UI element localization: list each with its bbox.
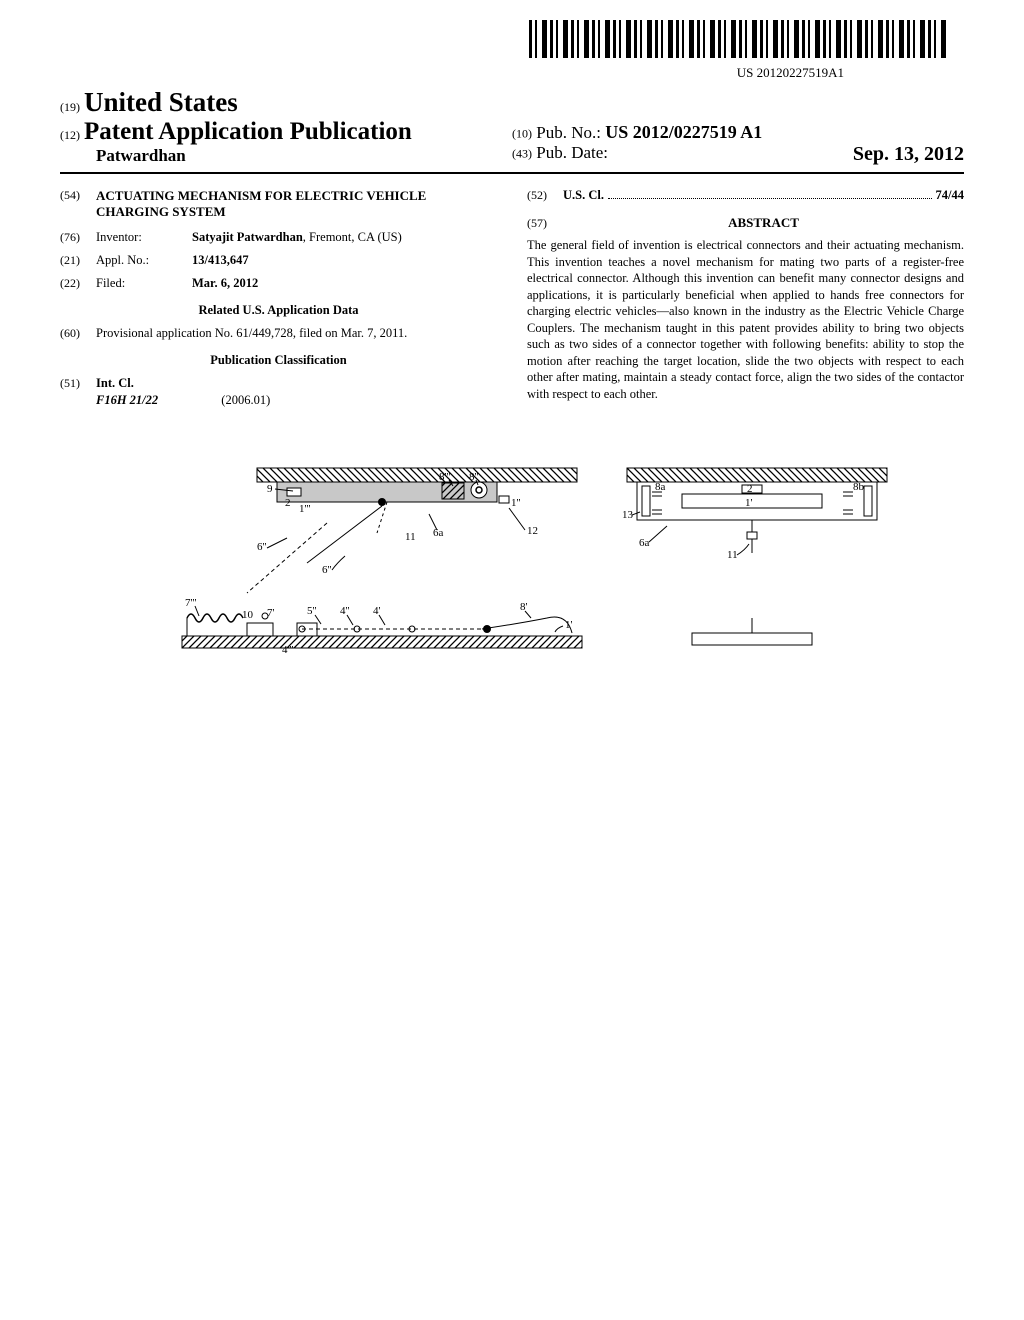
provisional-text: Provisional application No. 61/449,728, … [96,326,497,341]
intcl-label: Int. Cl. [96,376,497,391]
barcode-region: US 20120227519A1 [60,20,964,81]
bibliographic-columns: (54) ACTUATING MECHANISM FOR ELECTRIC VE… [60,188,964,418]
fig-label: 1' [745,497,753,509]
inventor-row: (76) Inventor: Satyajit Patwardhan, Frem… [60,230,497,245]
code-54: (54) [60,188,96,220]
fig-label: 1' [565,619,573,631]
abstract-body: The general field of invention is electr… [527,237,964,402]
patent-figure: 9 2 1''' 6'' 7''' 10 7' 5'' 4'' 4''' 4' … [127,458,897,688]
fig-label: 2 [285,497,291,509]
barcode-doc-number: US 20120227519A1 [60,65,844,81]
inventor-value: Satyajit Patwardhan, Fremont, CA (US) [192,230,497,245]
code-60: (60) [60,326,96,341]
filed-row: (22) Filed: Mar. 6, 2012 [60,276,497,291]
pub-date-value: Sep. 13, 2012 [853,143,964,166]
uscl-label: U.S. Cl. [563,188,604,203]
header-rule [60,172,964,174]
invention-title: ACTUATING MECHANISM FOR ELECTRIC VEHICLE… [96,188,497,220]
fig-label: 6'' [322,564,331,576]
pub-date-label: Pub. Date: [536,143,608,162]
fig-label: 8a [655,481,666,493]
fig-label: 11 [405,531,416,543]
code-19: (19) [60,100,80,114]
fig-label: 8b [853,481,865,493]
fig-label: 8' [520,601,528,613]
filed-label: Filed: [96,276,192,291]
code-22: (22) [60,276,96,291]
fig-label: 6'' [257,541,266,553]
fig-label: 6a [433,527,444,539]
fig-label: 10 [242,609,254,621]
provisional-row: (60) Provisional application No. 61/449,… [60,326,497,341]
appl-no-row: (21) Appl. No.: 13/413,647 [60,253,497,268]
fig-label: 8''' [439,471,450,483]
publication-type: Patent Application Publication [84,118,412,145]
fig-label: 7' [267,607,275,619]
pub-no-value: US 2012/0227519 A1 [605,122,762,142]
document-header: (19) United States (12) Patent Applicati… [60,87,964,166]
related-data-header: Related U.S. Application Data [60,303,497,318]
pub-no-label: Pub. No.: [536,123,601,142]
code-57: (57) [527,216,563,231]
code-51: (51) [60,376,96,391]
intcl-class: F16H 21/22 [96,393,158,407]
fig-label: 4'' [340,605,349,617]
fig-label: 8'' [469,471,478,483]
fig-label: 1''' [299,503,310,515]
appl-no-value: 13/413,647 [192,253,497,268]
left-column: (54) ACTUATING MECHANISM FOR ELECTRIC VE… [60,188,497,418]
abstract-header: ABSTRACT [563,215,964,231]
fig-label: 7''' [185,597,196,609]
uscl-row: (52) U.S. Cl. 74/44 [527,188,964,203]
uscl-value: 74/44 [936,188,964,203]
intcl-date: (2006.01) [221,393,270,407]
inventor-location: , Fremont, CA (US) [303,230,402,244]
inventor-label: Inventor: [96,230,192,245]
fig-label: 11 [727,549,738,561]
figure-svg: 9 2 1''' 6'' 7''' 10 7' 5'' 4'' 4''' 4' … [127,458,897,688]
code-10: (10) [512,127,532,141]
fig-label: 6a [639,537,650,549]
appl-no-label: Appl. No.: [96,253,192,268]
right-column: (52) U.S. Cl. 74/44 (57) ABSTRACT The ge… [527,188,964,418]
fig-label: 9 [267,483,273,495]
leader-dots [608,192,932,200]
filed-value: Mar. 6, 2012 [192,276,497,291]
country-name: United States [84,87,238,117]
fig-label: 12 [527,525,538,537]
code-52: (52) [527,188,563,203]
fig-label: 1'' [511,497,520,509]
fig-label: 13 [622,509,634,521]
title-row: (54) ACTUATING MECHANISM FOR ELECTRIC VE… [60,188,497,220]
intcl-row: (51) Int. Cl. [60,376,497,391]
inventor-name: Satyajit Patwardhan [192,230,303,244]
pub-classification-header: Publication Classification [60,353,497,368]
intcl-value-row: F16H 21/22 (2006.01) [96,393,497,408]
code-21: (21) [60,253,96,268]
code-76: (76) [60,230,96,245]
fig-label: 4''' [282,644,293,656]
inventor-header-name: Patwardhan [96,146,512,166]
code-12: (12) [60,128,80,142]
fig-label: 2 [747,483,753,495]
barcode-graphic [529,20,949,58]
code-43: (43) [512,147,532,161]
